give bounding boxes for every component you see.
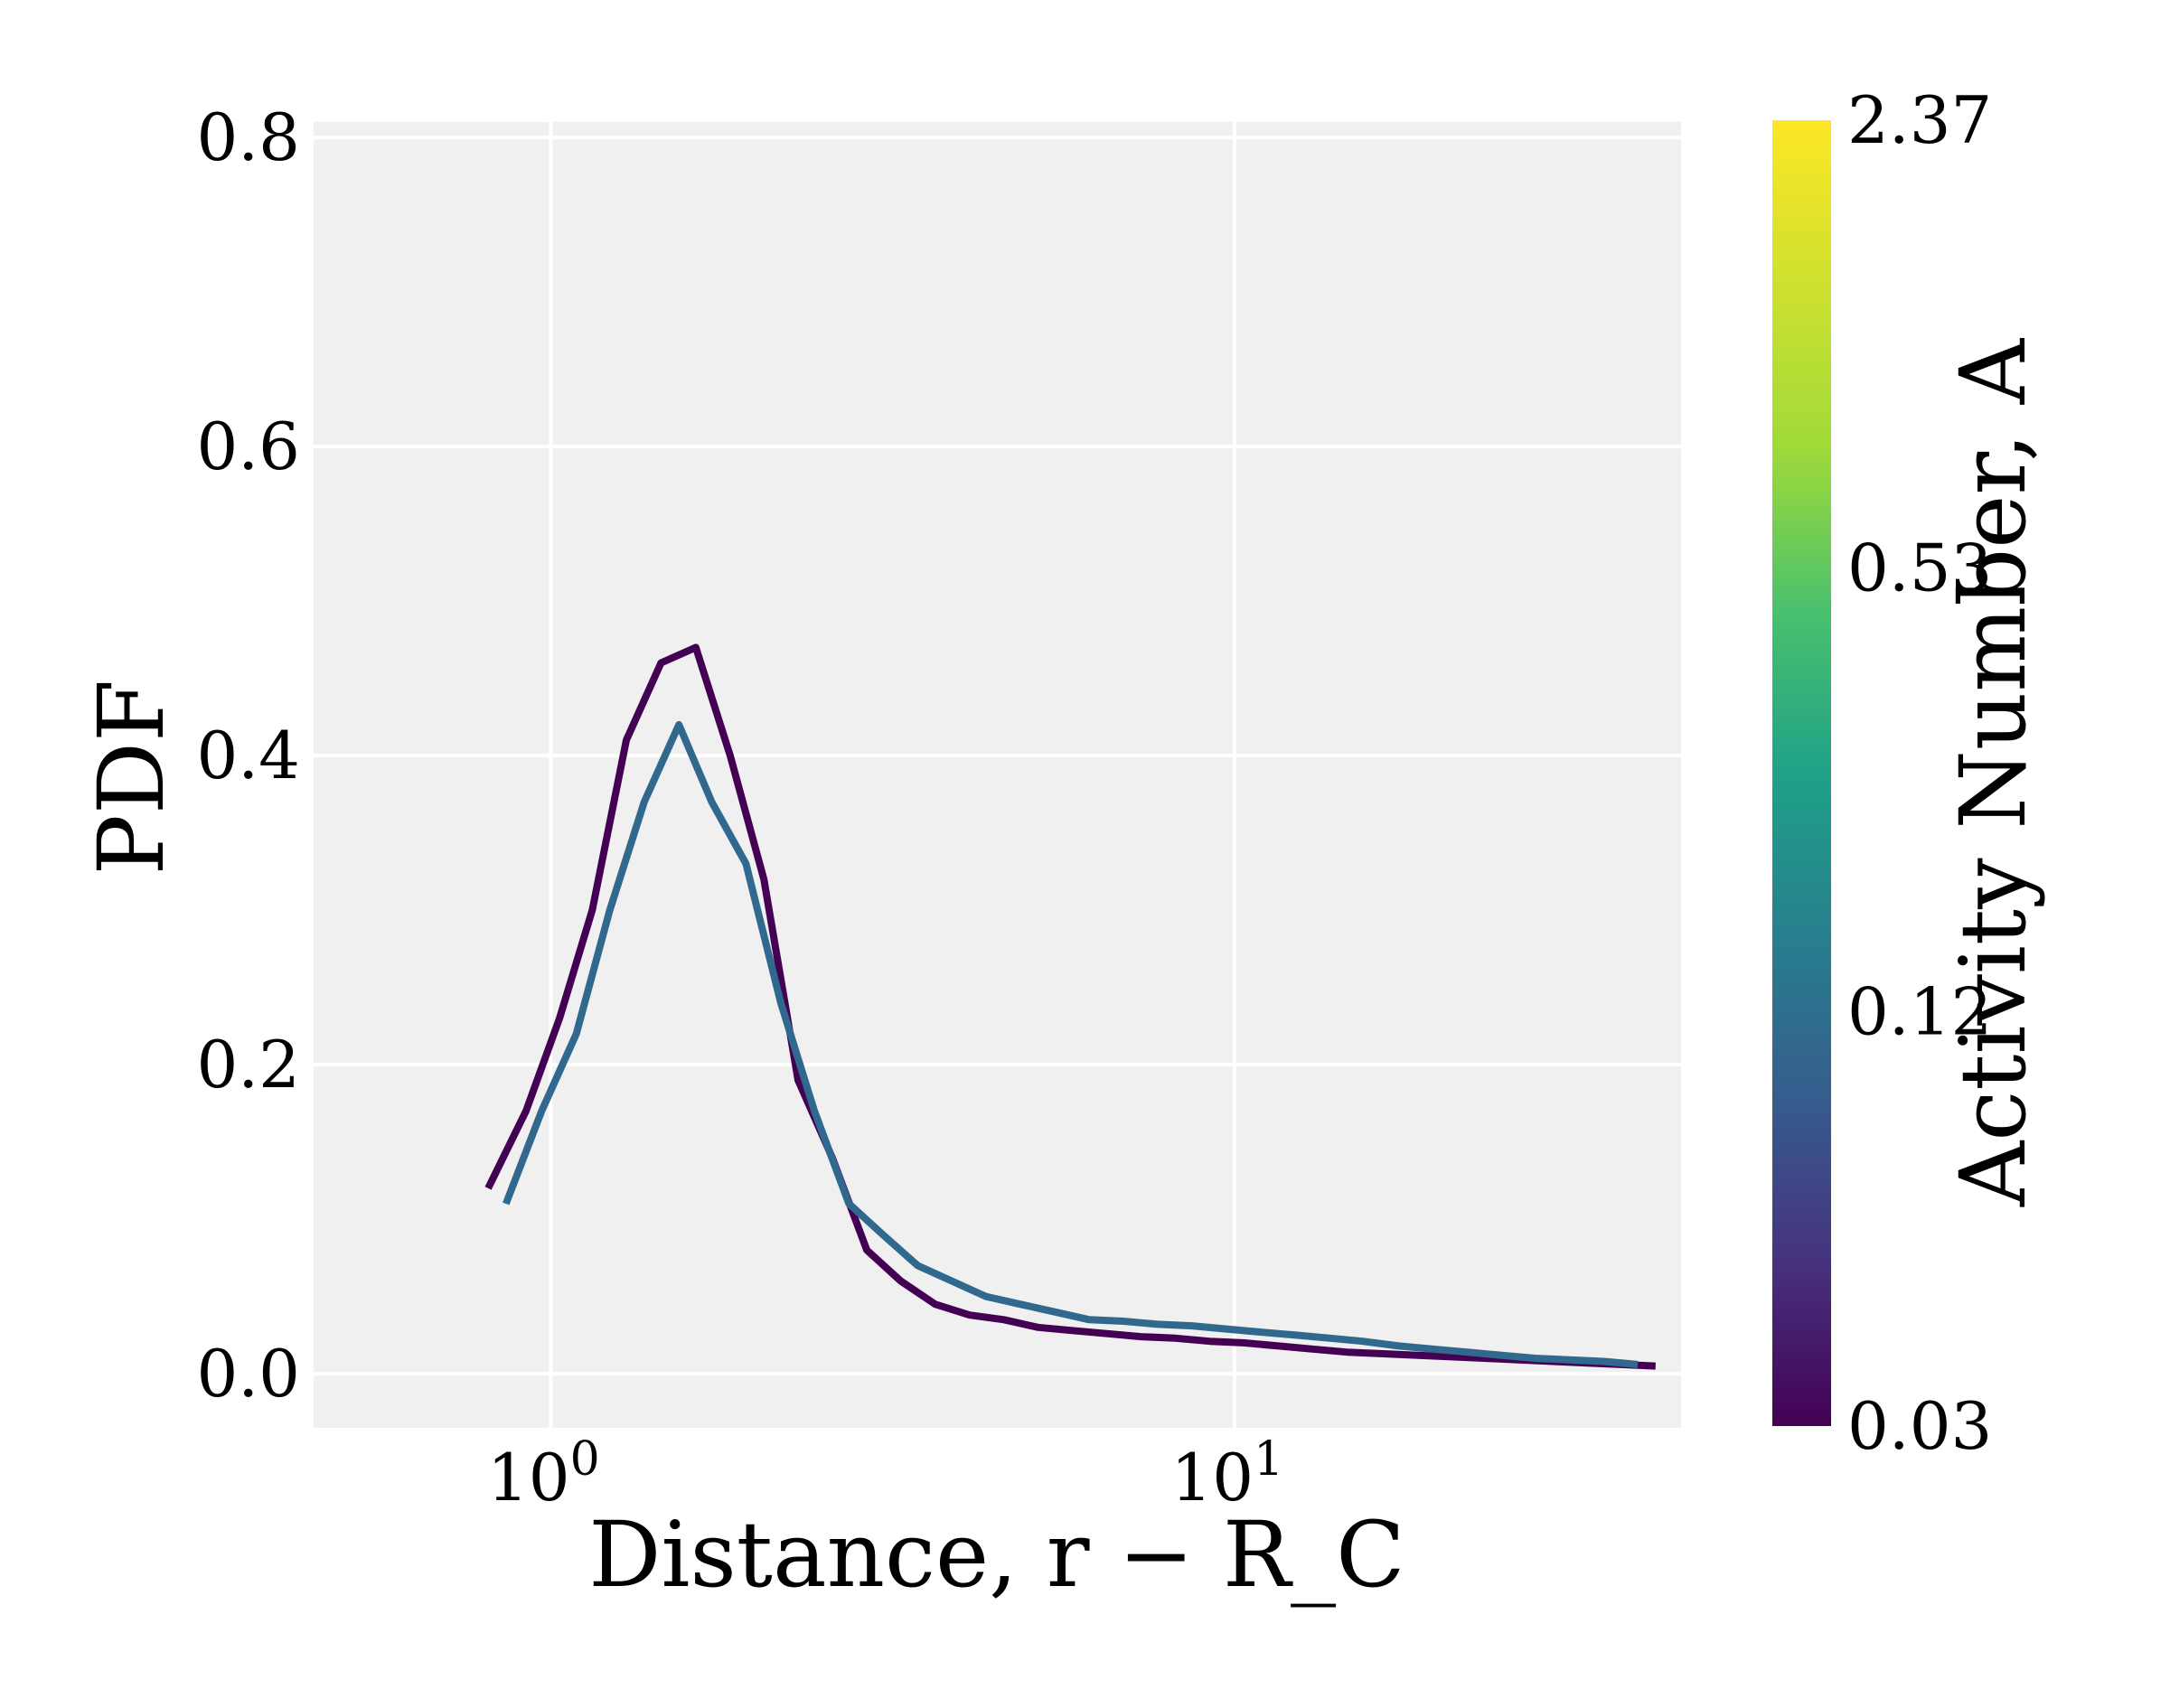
colorbar-title: Activity Number, A xyxy=(1940,337,2046,1207)
y-tick-labels: 0.0 0.2 0.4 0.6 0.8 xyxy=(196,99,300,1412)
y-tick-label: 0.6 xyxy=(196,408,300,484)
colorbar-tick-label: 2.37 xyxy=(1847,82,1992,158)
colorbar xyxy=(1772,120,1831,1426)
series-layer xyxy=(484,643,1656,1370)
y-tick-label: 0.4 xyxy=(196,718,300,793)
colorbar-tick-labels: 0.03 0.12 0.53 2.37 xyxy=(1847,82,1992,1464)
y-tick-label: 0.0 xyxy=(196,1336,300,1412)
x-tick-label: 101 xyxy=(1170,1432,1283,1516)
y-tick-label: 0.2 xyxy=(196,1027,300,1103)
series-line xyxy=(484,643,1656,1370)
series-line xyxy=(503,720,1639,1368)
colorbar-tick-label: 0.12 xyxy=(1847,974,1992,1050)
colorbar-tick-label: 0.53 xyxy=(1847,530,1992,605)
x-tick-label: 100 xyxy=(487,1432,600,1516)
y-tick-label: 0.8 xyxy=(196,99,300,175)
plot-background xyxy=(314,122,1681,1428)
y-axis-title: PDF xyxy=(79,680,184,876)
colorbar-tick-label: 0.03 xyxy=(1847,1388,1992,1464)
x-axis-title: Distance, r − R_C xyxy=(588,1502,1404,1608)
x-tick-labels: 100 101 xyxy=(487,1432,1283,1516)
